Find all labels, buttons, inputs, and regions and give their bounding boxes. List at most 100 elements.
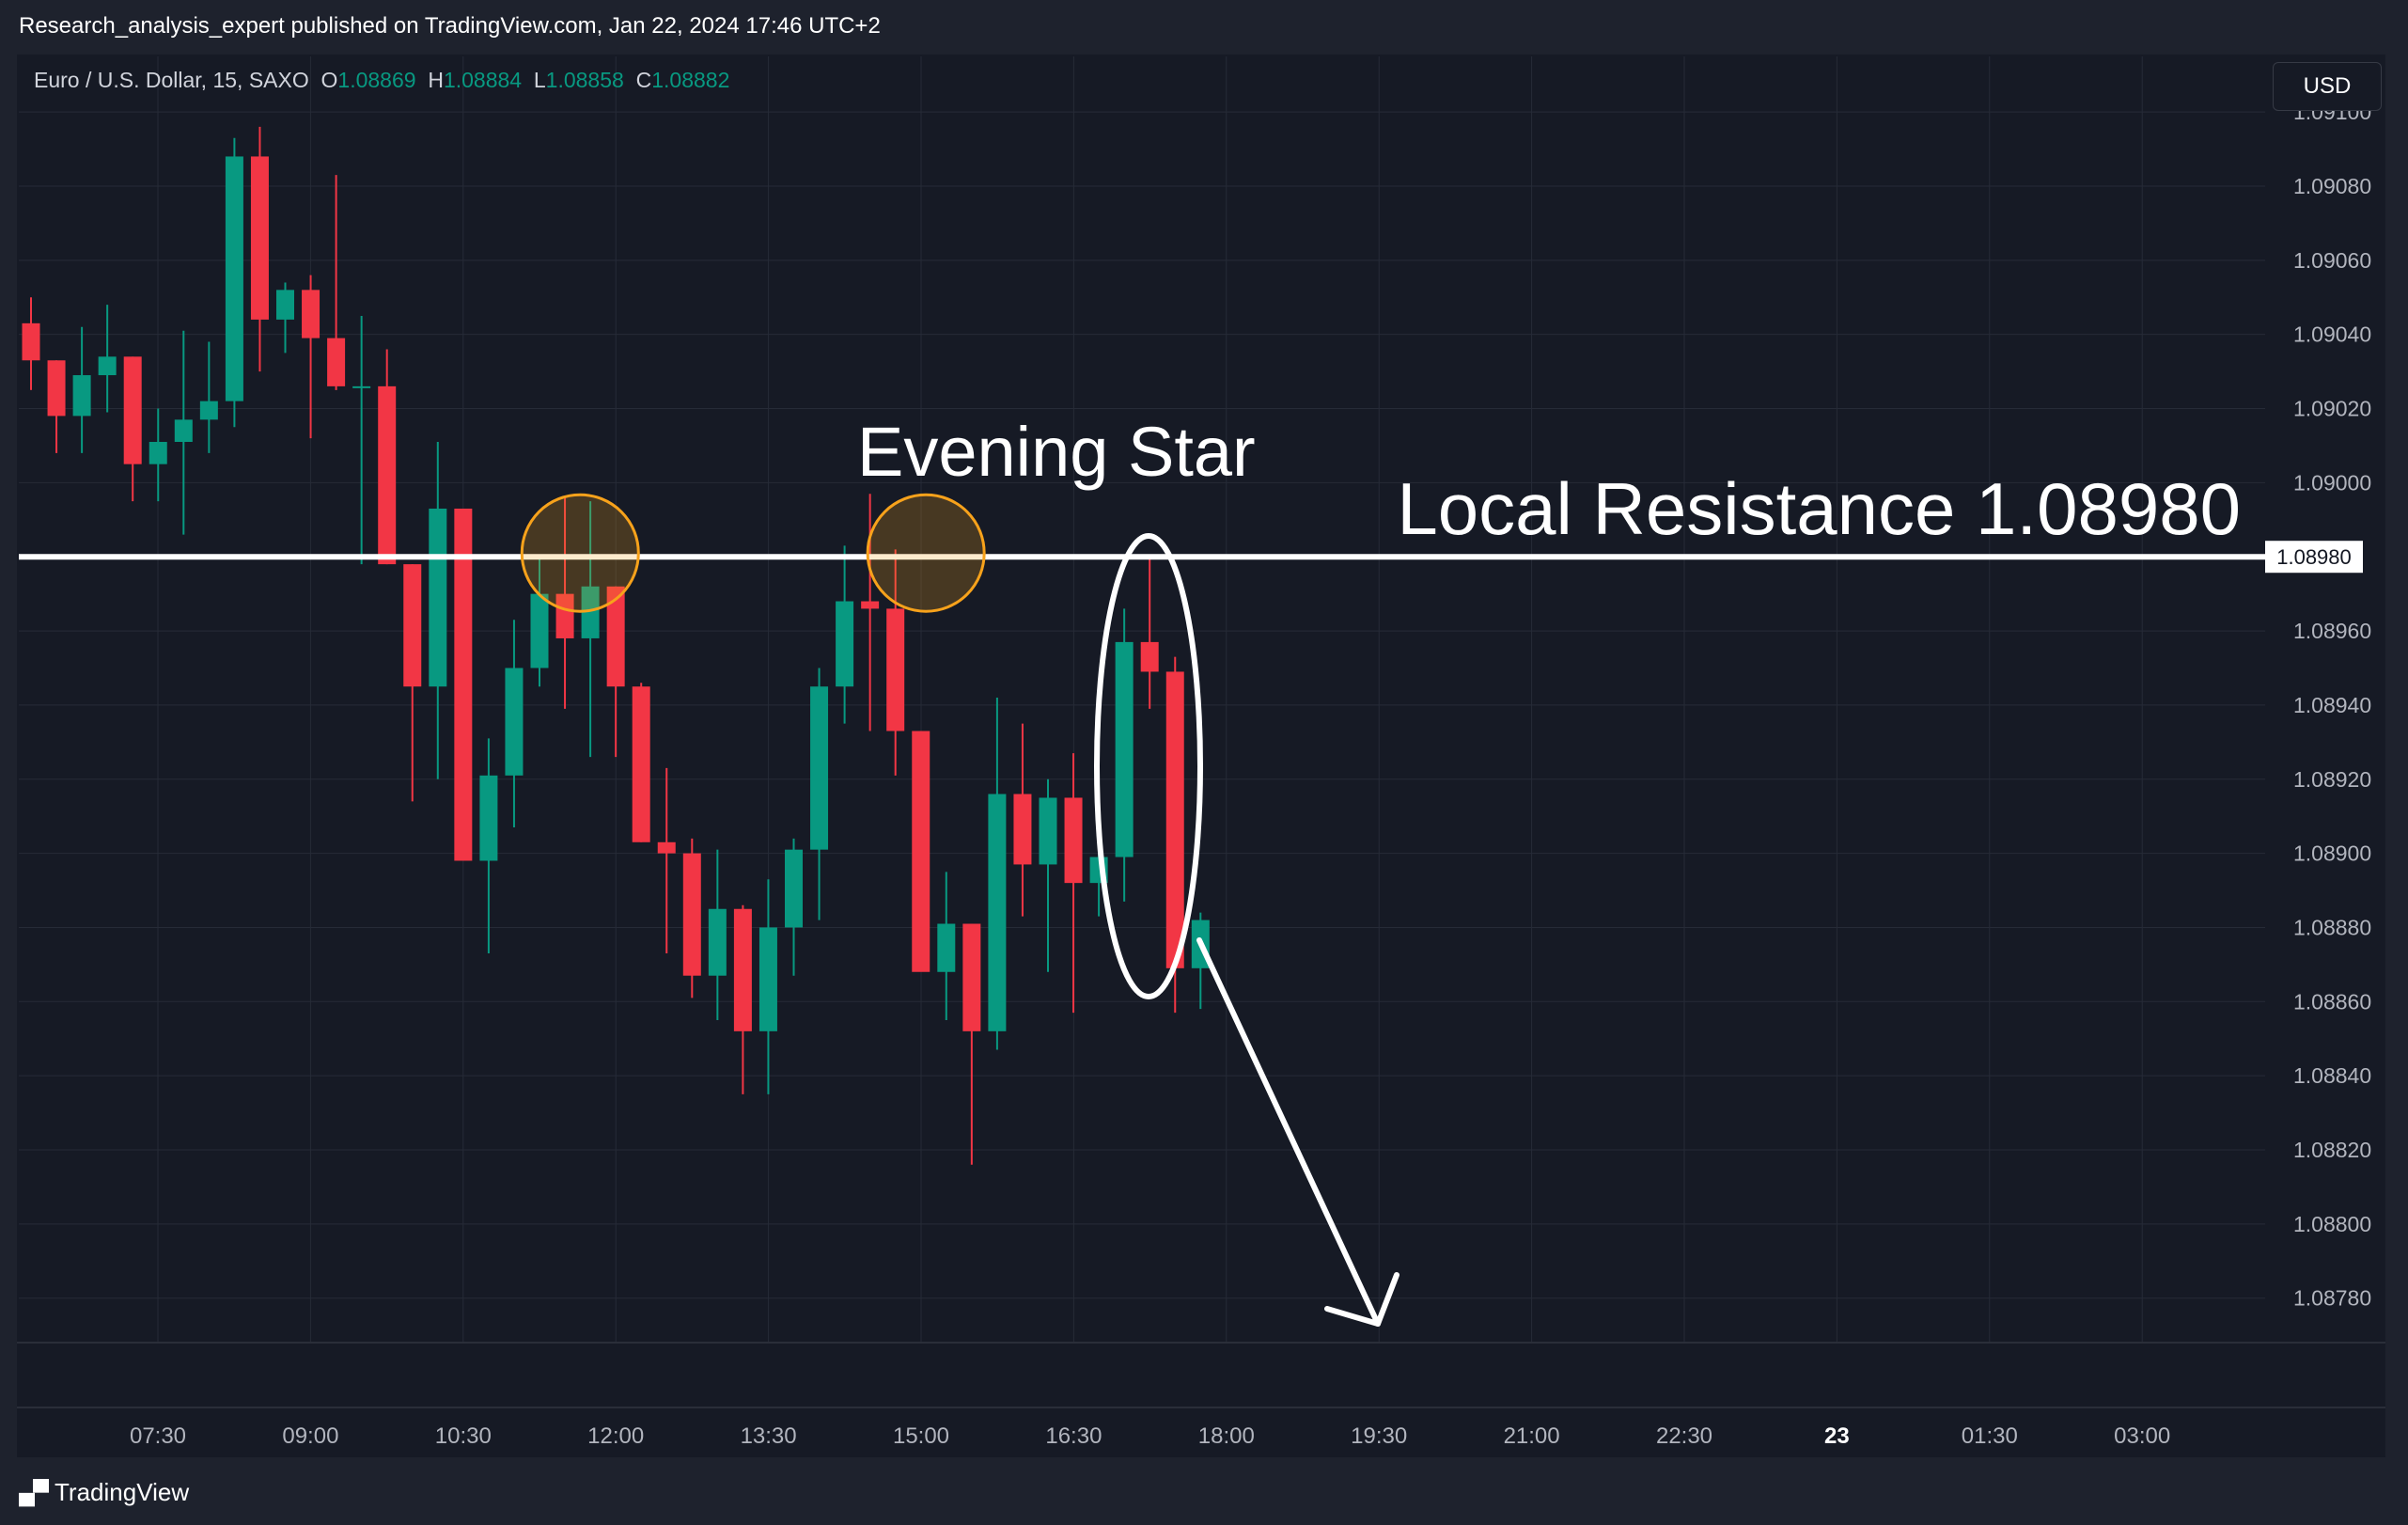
bear-candle-body <box>378 385 397 565</box>
bear-candle-body <box>454 508 473 861</box>
x-tick-label: 10:30 <box>435 1423 492 1449</box>
bear-candle-body <box>682 853 701 976</box>
x-tick-label: 19:30 <box>1351 1423 1407 1449</box>
bear-candle-body <box>1165 671 1184 968</box>
x-tick-label: 12:00 <box>587 1423 644 1449</box>
symbol-name: Euro / U.S. Dollar, 15, SAXO <box>34 68 309 92</box>
bear-candle-body <box>733 908 752 1031</box>
bull-candle-body <box>708 908 727 976</box>
y-tick-label: 1.08840 <box>2293 1063 2371 1088</box>
currency-button[interactable]: USD <box>2273 62 2382 111</box>
bear-candle-body <box>250 156 269 320</box>
bull-candle-body <box>72 375 91 417</box>
bear-candle-body <box>886 608 905 731</box>
tradingview-brand[interactable]: ▄▀ TradingView <box>19 1478 189 1507</box>
x-tick-label: 21:00 <box>1504 1423 1560 1449</box>
time-axis: 07:30 09:00 10:30 12:00 13:30 15:00 16:30 18:00… <box>130 1423 2170 1449</box>
bull-candle-body <box>836 601 854 687</box>
low-value: 1.08858 <box>545 68 624 92</box>
bull-candle-body <box>530 593 549 668</box>
bull-candle-body <box>937 923 956 972</box>
bear-candle-body <box>123 356 142 464</box>
x-tick-label: 01:30 <box>1962 1423 2018 1449</box>
top-bar: Research_analysis_expert published on Tr… <box>0 0 2408 55</box>
x-tick-label: 22:30 <box>1656 1423 1712 1449</box>
bull-candle-body <box>810 686 829 850</box>
high-value: 1.08884 <box>443 68 523 92</box>
y-tick-label: 1.08940 <box>2293 693 2371 717</box>
tradingview-logo-icon: ▄▀ <box>19 1479 49 1505</box>
bull-candle-body <box>199 401 218 420</box>
bear-candle-body <box>47 360 66 417</box>
bear-candle-body <box>861 601 880 609</box>
bull-candle-body <box>174 419 193 443</box>
bull-candle-body <box>505 668 524 776</box>
y-tick-label: 1.09060 <box>2293 248 2371 273</box>
bull-candle-body <box>988 794 1007 1031</box>
bear-candle-body <box>912 731 930 972</box>
bear-candle-body <box>555 593 574 638</box>
bear-candle-body <box>1064 797 1083 884</box>
reversal-ellipse <box>1094 533 1203 999</box>
bear-candle-body <box>606 586 625 687</box>
bear-candle-body <box>1013 794 1032 865</box>
resistance-price-tag-label: 1.08980 <box>2276 545 2352 569</box>
resistance-price-tag <box>2265 541 2363 574</box>
pattern-label: Evening Star <box>857 413 1256 491</box>
bear-candle-body <box>403 564 422 687</box>
y-tick-label: 1.08920 <box>2293 767 2371 792</box>
candles <box>22 126 1210 1165</box>
open-value: 1.08869 <box>337 68 416 92</box>
x-tick-label: 03:00 <box>2114 1423 2170 1449</box>
footer <box>0 1457 2408 1525</box>
bull-candle-body <box>225 156 243 401</box>
x-tick-label: 23 <box>1824 1423 1850 1449</box>
down-arrow-icon <box>1324 1272 1399 1327</box>
close-value: 1.08882 <box>651 68 730 92</box>
bull-candle-body <box>149 442 167 464</box>
y-tick-label: 1.08780 <box>2293 1286 2371 1311</box>
rejection-highlight-circle <box>866 493 986 613</box>
y-tick-label: 1.08880 <box>2293 915 2371 939</box>
y-tick-label: 1.08900 <box>2293 841 2371 866</box>
x-tick-label: 13:30 <box>741 1423 797 1449</box>
bull-candle-body <box>479 775 498 861</box>
bull-candle-body <box>276 290 294 320</box>
bull-candle-body <box>1115 641 1134 857</box>
y-tick-label: 1.09000 <box>2293 470 2371 495</box>
high-label: H <box>428 68 444 92</box>
rejection-highlight-circle <box>520 493 640 613</box>
y-tick-label: 1.08960 <box>2293 619 2371 643</box>
x-tick-label: 15:00 <box>893 1423 949 1449</box>
bear-candle-body <box>632 686 650 842</box>
symbol-legend: Euro / U.S. Dollar, 15, SAXO O1.08869 H1… <box>34 68 729 93</box>
close-label: C <box>635 68 652 92</box>
brand-name: TradingView <box>55 1478 190 1506</box>
down-arrow-shaft <box>1196 937 1381 1327</box>
bull-candle-body <box>352 385 371 388</box>
y-tick-label: 1.09040 <box>2293 322 2371 347</box>
low-label: L <box>533 68 546 92</box>
y-tick-label: 1.08860 <box>2293 989 2371 1014</box>
x-tick-label: 09:00 <box>282 1423 338 1449</box>
bull-candle-body <box>581 586 600 638</box>
publisher-line: Research_analysis_expert published on Tr… <box>19 13 881 39</box>
bear-candle-body <box>1140 641 1159 672</box>
bull-candle-body <box>1039 797 1057 865</box>
bear-candle-body <box>302 290 321 338</box>
bull-candle-body <box>785 849 803 928</box>
bull-candle-body <box>98 356 117 376</box>
bear-candle-body <box>962 923 981 1031</box>
bull-candle-body <box>758 927 777 1031</box>
bull-candle-body <box>429 508 447 687</box>
chart-grid <box>17 56 2385 1408</box>
price-axis: 1.091001.090801.090601.090401.090201.090… <box>2293 100 2371 1311</box>
y-tick-label: 1.08820 <box>2293 1138 2371 1162</box>
y-tick-label: 1.08800 <box>2293 1212 2371 1236</box>
y-tick-label: 1.09020 <box>2293 397 2371 421</box>
annotations: 1.08980 Local Resistance 1.08980 Evening S… <box>19 413 2363 1327</box>
bear-candle-body <box>22 322 40 361</box>
resistance-label: Local Resistance 1.08980 <box>1397 467 2241 550</box>
bear-candle-body <box>657 841 676 854</box>
